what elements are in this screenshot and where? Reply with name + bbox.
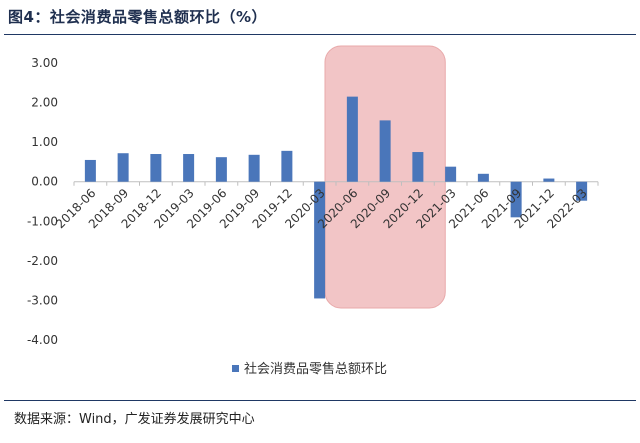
bar-2019-03: [183, 154, 195, 182]
bar-2021-09: [510, 181, 522, 218]
bar-chart: 3.002.001.000.00-1.00-2.00-3.00-4.002018…: [27, 45, 599, 377]
legend: 社会消费品零售总额环比: [232, 361, 387, 377]
y-tick-label: -2.00: [27, 254, 58, 268]
bar-2021-06: [477, 173, 489, 182]
source-note: 数据来源：Wind，广发证券发展研究中心: [14, 412, 255, 427]
bar-2022-03: [576, 181, 588, 201]
bar-2020-09: [379, 120, 391, 182]
legend-label: 社会消费品零售总额环比: [244, 361, 387, 377]
bar-2020-03: [314, 181, 326, 299]
bar-2019-09: [248, 154, 260, 182]
figure-title: 图4：社会消费品零售总额环比（%）: [8, 8, 267, 26]
y-tick-label: 2.00: [31, 96, 58, 110]
y-tick-label: 0.00: [31, 175, 58, 189]
bar-2020-12: [412, 152, 424, 182]
bar-2018-12: [150, 154, 162, 182]
y-tick-label: -1.00: [27, 214, 58, 228]
title-rule: [4, 34, 636, 35]
bar-2019-06: [215, 157, 227, 182]
bar-2021-03: [445, 166, 457, 182]
legend-swatch: [232, 365, 239, 372]
y-tick-label: 3.00: [31, 56, 58, 70]
bar-2018-06: [84, 159, 96, 182]
y-tick-label: -4.00: [27, 333, 58, 347]
bar-2020-06: [346, 96, 358, 182]
y-tick-label: 1.00: [31, 135, 58, 149]
bar-2018-09: [117, 153, 129, 182]
bar-2019-12: [281, 150, 293, 182]
y-tick-label: -3.00: [27, 293, 58, 307]
source-rule: [4, 400, 636, 401]
bar-2021-12: [543, 178, 555, 182]
